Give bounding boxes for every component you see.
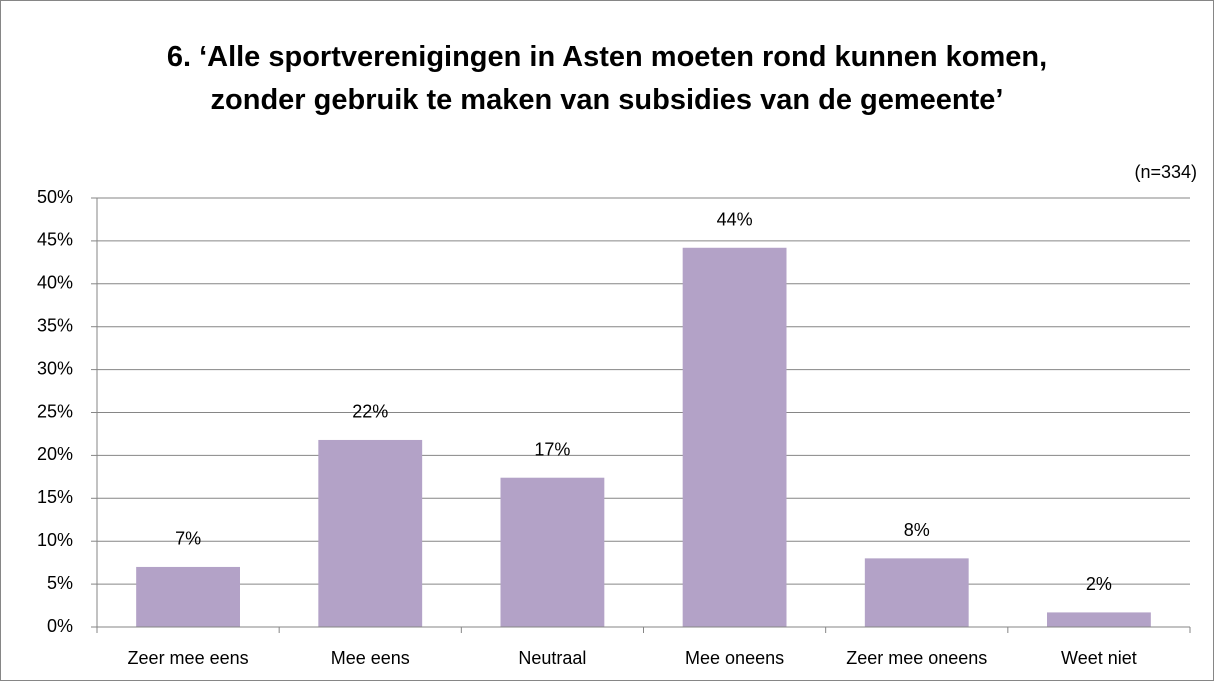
y-tick-label: 5%: [47, 573, 73, 593]
x-tick-label: Zeer mee oneens: [846, 648, 987, 668]
bar: [1046, 612, 1151, 627]
bar: [500, 477, 605, 627]
y-tick-label: 50%: [37, 187, 73, 207]
bar: [318, 439, 423, 627]
bar: [682, 247, 787, 627]
annotation: (n=334): [1134, 162, 1197, 182]
data-label: 8%: [904, 520, 930, 540]
data-label: 22%: [352, 402, 388, 422]
y-tick-label: 25%: [37, 401, 73, 421]
y-tick-label: 0%: [47, 616, 73, 636]
data-label: 2%: [1086, 574, 1112, 594]
x-tick-label: Zeer mee eens: [128, 648, 249, 668]
bar: [136, 566, 241, 627]
x-tick-label: Mee eens: [331, 648, 410, 668]
data-label: 17%: [534, 439, 570, 459]
x-tick-label: Mee oneens: [685, 648, 784, 668]
y-tick-label: 45%: [37, 230, 73, 250]
y-tick-label: 35%: [37, 315, 73, 335]
y-tick-label: 10%: [37, 530, 73, 550]
chart-title: 6. ‘Alle sportverenigingen in Asten moet…: [166, 41, 1048, 116]
y-tick-label: 20%: [37, 444, 73, 464]
y-tick-label: 40%: [37, 273, 73, 293]
y-tick-label: 15%: [37, 487, 73, 507]
bar: [864, 558, 969, 627]
data-label: 44%: [717, 210, 753, 230]
data-label: 7%: [175, 529, 201, 549]
x-tick-label: Neutraal: [518, 648, 586, 668]
y-tick-label: 30%: [37, 358, 73, 378]
x-tick-label: Weet niet: [1061, 648, 1137, 668]
